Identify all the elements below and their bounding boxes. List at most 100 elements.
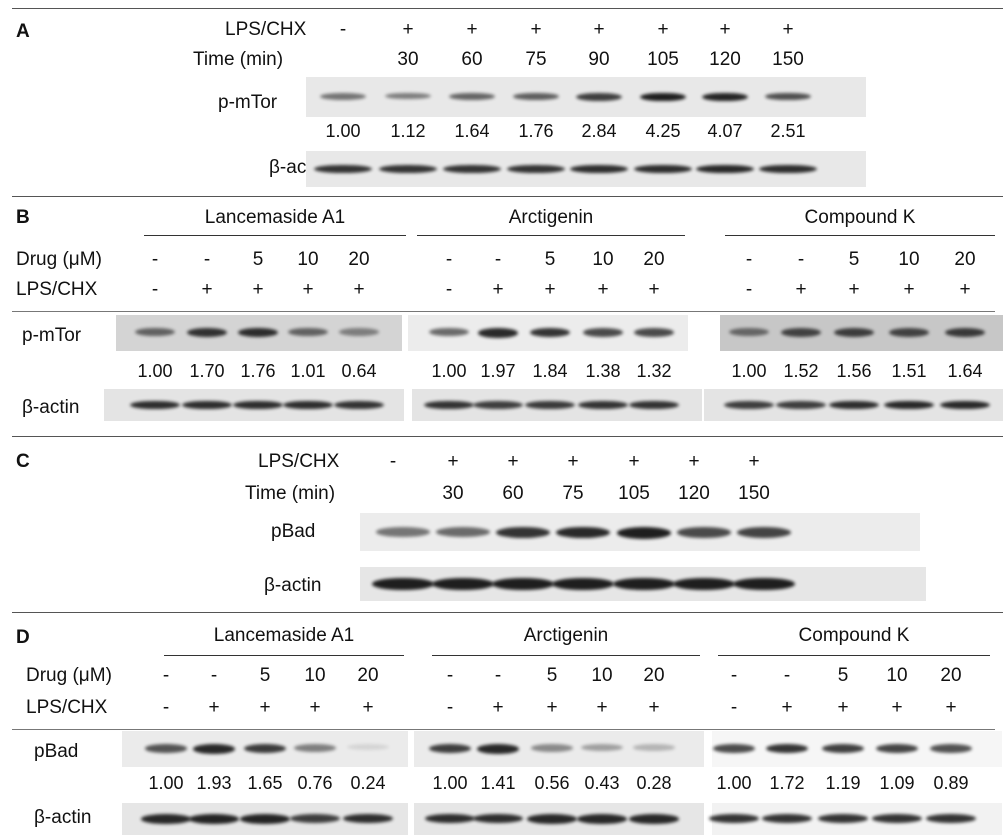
panel-letter: D — [16, 627, 30, 648]
protein-band — [570, 164, 628, 173]
lps-sign: + — [748, 451, 760, 472]
protein-band — [713, 744, 755, 753]
lps-sign: - — [339, 19, 347, 40]
quant-value: 0.28 — [636, 773, 672, 793]
protein-band — [233, 400, 283, 409]
lps-sign: + — [903, 279, 915, 300]
protein-band — [372, 577, 434, 591]
protein-band — [240, 814, 290, 824]
time-value: 150 — [772, 49, 804, 70]
row-label-lps: LPS/CHX — [258, 451, 340, 472]
protein-band — [443, 164, 501, 173]
protein-band — [617, 527, 671, 539]
lps-sign: + — [466, 19, 478, 40]
protein-band — [379, 164, 437, 173]
quant-value: 0.56 — [534, 773, 570, 793]
lps-sign: - — [389, 451, 397, 472]
time-value: 105 — [618, 483, 650, 504]
protein-band — [765, 92, 811, 101]
group-title: Lancemaside A1 — [204, 207, 346, 228]
protein-band — [729, 328, 769, 336]
group-title: Arctigenin — [523, 625, 609, 646]
protein-band — [436, 527, 490, 537]
time-value: 120 — [678, 483, 710, 504]
group-title: Lancemaside A1 — [213, 625, 355, 646]
protein-band — [320, 92, 366, 100]
protein-band — [577, 814, 627, 824]
lps-sign: - — [730, 697, 738, 718]
drug-dose: 10 — [886, 665, 908, 686]
protein-band — [525, 400, 575, 409]
quant-value: 1.00 — [137, 361, 173, 381]
protein-band — [334, 400, 384, 409]
lps-sign: - — [151, 279, 159, 300]
lps-sign: + — [688, 451, 700, 472]
protein-band — [473, 814, 523, 824]
lps-sign: + — [546, 697, 558, 718]
lps-sign: + — [597, 279, 609, 300]
time-value: 30 — [397, 49, 419, 70]
protein-band — [376, 527, 430, 537]
protein-band — [634, 328, 674, 337]
protein-band — [527, 814, 577, 824]
protein-band — [130, 400, 180, 409]
protein-band — [429, 744, 471, 754]
quant-value: 1.01 — [290, 361, 326, 381]
protein-band — [673, 577, 735, 591]
lps-sign: + — [848, 279, 860, 300]
time-value: 150 — [738, 483, 770, 504]
time-value: 60 — [461, 49, 483, 70]
protein-band — [288, 328, 328, 337]
quant-value: 1.00 — [716, 773, 752, 793]
protein-band — [762, 814, 812, 824]
lps-sign: + — [648, 697, 660, 718]
protein-band — [141, 814, 191, 824]
quant-value: 0.89 — [933, 773, 969, 793]
time-value: 120 — [709, 49, 741, 70]
row-label-drug: Drug (μM) — [26, 665, 112, 686]
quant-value: 1.72 — [769, 773, 805, 793]
quant-value: 1.56 — [836, 361, 872, 381]
drug-dose: 5 — [252, 249, 264, 270]
lps-sign: + — [567, 451, 579, 472]
panel-c: C LPS/CHX Time (min) pBad β-actin - +30 +6… — [12, 436, 1003, 605]
quant-value: 1.64 — [454, 121, 490, 141]
quant-value: 1.76 — [240, 361, 276, 381]
lps-sign: + — [447, 451, 459, 472]
quant-value: 2.51 — [770, 121, 806, 141]
divider — [12, 729, 995, 730]
protein-band — [145, 744, 187, 753]
drug-dose: 5 — [544, 249, 556, 270]
lps-sign: + — [891, 697, 903, 718]
protein-band — [829, 400, 879, 409]
blot-label-pmtor: p-mTor — [218, 92, 278, 113]
quant-value: 1.32 — [636, 361, 672, 381]
protein-band — [531, 744, 573, 752]
lps-sign: + — [593, 19, 605, 40]
protein-band — [709, 814, 759, 824]
protein-band — [294, 744, 336, 752]
lps-sign: + — [782, 19, 794, 40]
quant-value: 1.84 — [532, 361, 568, 381]
quant-value: 1.38 — [585, 361, 621, 381]
blot-label-actin: β-actin — [22, 397, 80, 418]
group-rule — [718, 655, 990, 656]
protein-band — [424, 400, 474, 409]
lps-sign: + — [945, 697, 957, 718]
blot-label-pbad: pBad — [34, 741, 79, 762]
lps-sign: + — [648, 279, 660, 300]
lps-sign: + — [544, 279, 556, 300]
group-rule — [432, 655, 700, 656]
drug-dose: - — [797, 249, 805, 270]
protein-band — [339, 328, 379, 336]
quant-value: 1.97 — [480, 361, 516, 381]
lps-sign: - — [162, 697, 170, 718]
drug-dose: 20 — [643, 249, 665, 270]
protein-band — [385, 92, 431, 100]
protein-band — [477, 744, 519, 754]
protein-band — [733, 577, 795, 591]
drug-dose: 10 — [592, 249, 614, 270]
protein-band — [432, 577, 494, 591]
drug-dose: 5 — [837, 665, 849, 686]
drug-dose: - — [745, 249, 753, 270]
